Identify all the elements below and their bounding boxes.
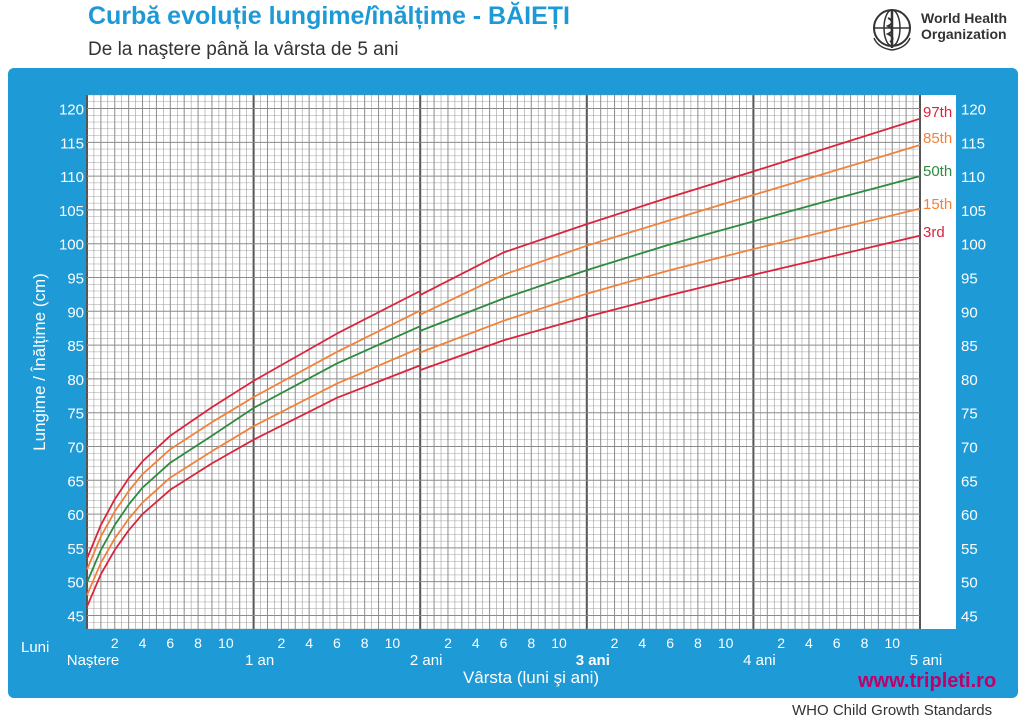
x-year-label: 3 ani — [576, 652, 610, 669]
y-tick-label-left: 110 — [60, 169, 84, 186]
x-month-tick-label: 10 — [718, 635, 734, 651]
percentile-label-85th: 85th — [923, 130, 952, 147]
curve-15th-birth-to-2y — [86, 346, 421, 596]
y-tick-label-left: 70 — [67, 439, 84, 456]
y-tick-label-right: 100 — [961, 237, 986, 254]
y-tick-label-left: 115 — [60, 135, 84, 152]
y-tick-label-right: 110 — [961, 169, 985, 186]
y-axis-right: 45 50 55 60 65 70 75 80 85 90 95 100 105 110 115 120 — [961, 102, 986, 626]
y-tick-label-left: 90 — [67, 304, 84, 321]
y-tick-label-right: 75 — [961, 406, 978, 423]
x-month-tick-label: 10 — [218, 635, 234, 651]
source-note: WHO Child Growth Standards — [792, 702, 993, 719]
chart-title: Curbă evoluție lungime/înălțime - BĂIEȚI — [88, 2, 571, 30]
x-month-tick-label: 4 — [638, 635, 646, 651]
x-month-tick-label: 8 — [527, 635, 535, 651]
y-tick-label-right: 105 — [961, 203, 986, 220]
percentile-label-15th: 15th — [923, 196, 952, 213]
x-month-tick-label: 8 — [361, 635, 369, 651]
x-month-tick-label: 8 — [861, 635, 869, 651]
curve-3rd-birth-to-2y — [86, 364, 421, 608]
x-month-tick-label: 6 — [500, 635, 508, 651]
curve-97th-2y-to-5y — [419, 117, 921, 296]
y-tick-label-left: 100 — [59, 237, 84, 254]
x-axis-unit-label: Luni — [21, 639, 49, 656]
x-month-tick-label: 6 — [333, 635, 341, 651]
y-tick-label-right: 55 — [961, 541, 978, 558]
y-tick-label-left: 75 — [67, 406, 84, 423]
x-year-label: 5 ani — [910, 652, 943, 669]
who-name-line2: Organization — [921, 26, 1007, 42]
y-tick-label-right: 45 — [961, 608, 978, 625]
y-tick-label-left: 45 — [67, 608, 84, 625]
x-month-tick-label: 4 — [805, 635, 813, 651]
curve-85th-2y-to-5y — [419, 144, 921, 316]
who-emblem-icon — [873, 9, 911, 51]
who-name-line1: World Health — [921, 10, 1008, 26]
y-axis-left: 45 50 55 60 65 70 75 80 85 90 95 100 105 110 115 120 — [59, 102, 84, 626]
x-month-tick-label: 4 — [139, 635, 147, 651]
right-label-area — [920, 95, 956, 629]
y-tick-label-right: 80 — [961, 372, 978, 389]
x-month-tick-label: 10 — [551, 635, 567, 651]
x-year-label: Naştere — [67, 652, 120, 669]
x-month-tick-label: 2 — [277, 635, 285, 651]
x-axis-title: Vârsta (luni şi ani) — [463, 668, 599, 687]
chart-subtitle: De la naştere până la vârsta de 5 ani — [88, 39, 399, 60]
y-tick-label-right: 70 — [961, 439, 978, 456]
y-tick-label-left: 55 — [67, 541, 84, 558]
x-month-tick-label: 6 — [666, 635, 674, 651]
who-logo: World Health Organization — [868, 4, 1018, 52]
x-month-tick-label: 4 — [305, 635, 313, 651]
x-month-tick-label: 6 — [833, 635, 841, 651]
x-year-label: 1 an — [245, 652, 274, 669]
y-tick-label-right: 115 — [961, 135, 985, 152]
y-tick-label-left: 120 — [59, 102, 84, 119]
y-tick-label-left: 80 — [67, 372, 84, 389]
curve-3rd-2y-to-5y — [419, 234, 921, 371]
x-month-tick-label: 6 — [166, 635, 174, 651]
y-tick-label-right: 50 — [961, 575, 978, 592]
percentile-label-97th: 97th — [923, 104, 952, 121]
x-year-label: 4 ani — [743, 652, 776, 669]
x-month-tick-label: 8 — [194, 635, 202, 651]
x-month-tick-label: 4 — [472, 635, 480, 651]
percentile-labels: 97th 85th 50th 15th 3rd — [923, 104, 952, 241]
percentile-label-50th: 50th — [923, 163, 952, 180]
curve-15th-2y-to-5y — [419, 207, 921, 354]
y-tick-label-left: 95 — [67, 271, 84, 288]
curve-85th-birth-to-2y — [86, 309, 421, 570]
x-month-tick-label: 2 — [777, 635, 785, 651]
curve-50th-birth-to-2y — [86, 325, 421, 583]
curve-50th-2y-to-5y — [419, 175, 921, 332]
y-tick-label-left: 65 — [67, 473, 84, 490]
website-link[interactable]: www.tripleti.ro — [858, 670, 997, 692]
percentile-curves — [86, 117, 921, 608]
y-tick-label-right: 65 — [961, 473, 978, 490]
grid-lines — [86, 94, 921, 630]
x-month-tick-label: 2 — [111, 635, 119, 651]
y-tick-label-right: 60 — [961, 507, 978, 524]
x-month-tick-label: 2 — [611, 635, 619, 651]
y-tick-label-left: 60 — [67, 507, 84, 524]
y-tick-label-left: 85 — [67, 338, 84, 355]
x-month-tick-label: 8 — [694, 635, 702, 651]
y-tick-label-left: 50 — [67, 575, 84, 592]
percentile-label-3rd: 3rd — [923, 224, 945, 241]
x-month-tick-label: 10 — [385, 635, 401, 651]
y-tick-label-right: 90 — [961, 304, 978, 321]
y-tick-label-left: 105 — [59, 203, 84, 220]
curve-97th-birth-to-2y — [86, 290, 421, 560]
x-year-label: 2 ani — [410, 652, 443, 669]
y-axis-title: Lungime / Înălțime (cm) — [30, 273, 49, 451]
y-tick-label-right: 120 — [961, 102, 986, 119]
x-axis: 2 4 6 8 10 2 4 6 8 10 2 4 6 8 10 2 4 6 8 10 2 4 6 8 10 Naştere 1 a… — [67, 635, 943, 669]
y-tick-label-right: 95 — [961, 271, 978, 288]
y-tick-label-right: 85 — [961, 338, 978, 355]
x-month-tick-label: 2 — [444, 635, 452, 651]
x-month-tick-label: 10 — [884, 635, 900, 651]
